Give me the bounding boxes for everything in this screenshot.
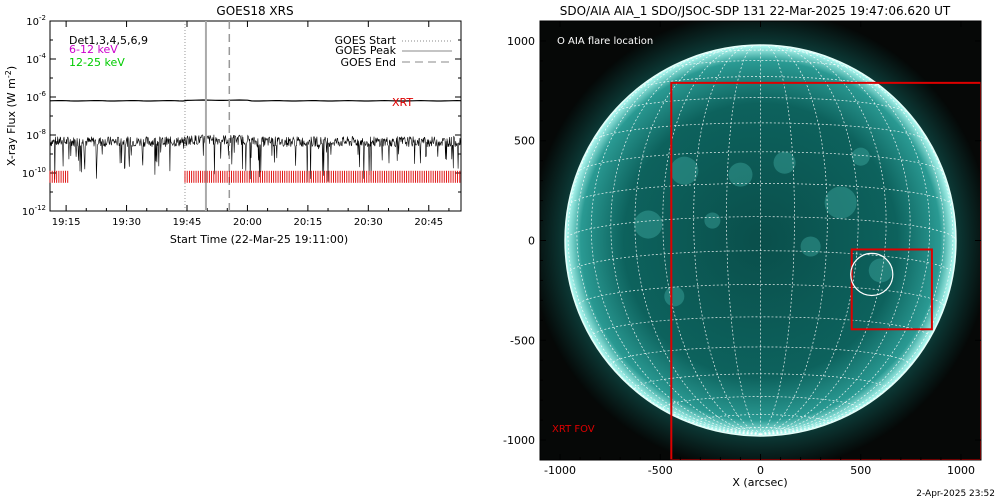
longitude-line <box>760 44 795 435</box>
aia-x-axis: -1000 -500 0 500 1000 <box>544 21 975 477</box>
aia-image-chart: SDO/AIA AIA_1 SDO/JSOC-SDP 131 22-Mar-20… <box>503 4 982 489</box>
bright-emission-patch <box>800 236 821 257</box>
aia-y-tick-label: -500 <box>510 334 535 347</box>
longitude-line <box>760 56 945 435</box>
longitude-line <box>576 56 761 435</box>
aia-x-tick-label: -1000 <box>544 464 576 477</box>
legend-det: Det1,3,4,5,6,9 <box>69 34 148 47</box>
bright-emission-patch <box>670 156 699 185</box>
goes-y-tick-label: 10-10 <box>22 166 46 180</box>
goes-y-tick-label: 10-8 <box>26 128 46 142</box>
legend-6-12-kev: 6-12 keV <box>69 43 118 56</box>
goes-y-tick-label: 10-6 <box>26 90 46 104</box>
legend-goes-start: GOES Start <box>335 34 397 47</box>
bright-emission-patch <box>868 258 893 283</box>
goes-x-tick-label: 20:15 <box>293 217 322 228</box>
latitude-line <box>662 396 859 409</box>
footer-date: 2-Apr-2025 23:52 <box>916 489 995 499</box>
legend-goes-end: GOES End <box>340 56 396 69</box>
aia-x-tick-label: 1000 <box>947 464 975 477</box>
aia-y-axis: 1000 500 0 -500 -1000 <box>503 35 981 447</box>
latitude-line <box>567 250 954 275</box>
goes-short-channel-line <box>49 134 461 183</box>
aia-x-tick-label: -500 <box>648 464 673 477</box>
longitude-line <box>726 44 761 435</box>
goes-x-tick-label: 19:30 <box>112 217 141 228</box>
goes-x-tick-label: 19:15 <box>52 217 81 228</box>
aia-x-tick-label: 0 <box>757 464 764 477</box>
goes-series-group <box>49 99 462 183</box>
aia-y-tick-label: 0 <box>528 235 535 248</box>
goes-xrt-coverage <box>49 170 461 183</box>
goes-x-tick-label: 20:00 <box>233 217 262 228</box>
goes-long-channel-line <box>49 99 462 102</box>
bright-emission-patch <box>851 147 870 166</box>
longitude-line <box>634 46 761 435</box>
active-region-emission <box>634 147 893 307</box>
legend-goes-peak: GOES Peak <box>335 44 396 57</box>
goes-y-tick-label: 10-12 <box>22 204 46 218</box>
goes-y-tick-label: 10-4 <box>26 52 46 66</box>
goes-x-axis: 19:15 19:30 19:45 20:00 20:15 20:30 20:45 <box>52 21 450 228</box>
aia-title: SDO/AIA AIA_1 SDO/JSOC-SDP 131 22-Mar-20… <box>560 4 951 18</box>
longitude-line <box>610 47 761 435</box>
aia-x-tick-label: 500 <box>850 464 871 477</box>
goes-x-tick-label: 20:45 <box>414 217 443 228</box>
aia-legend: O AIA flare location <box>557 36 653 47</box>
longitude-line <box>590 49 761 435</box>
xrt-label: XRT <box>392 96 413 109</box>
latitude-line <box>610 346 911 366</box>
bright-emission-patch <box>824 186 857 219</box>
aia-flare-location-marker <box>850 252 894 297</box>
bright-emission-patch <box>728 162 753 187</box>
longitude-line <box>567 80 761 435</box>
bright-emission-patch <box>634 210 663 239</box>
xrt-fov-label: XRT FOV <box>552 424 595 435</box>
flare-region-box <box>850 248 933 331</box>
aia-y-tick-label: 500 <box>514 135 535 148</box>
goes-title: GOES18 XRS <box>216 4 293 18</box>
goes-y-axis: 10-2 10-4 10-6 10-8 10-10 10-12 <box>22 14 461 218</box>
goes-y-label: X-ray Flux (W m-2) <box>4 66 18 166</box>
aia-image-area <box>540 21 981 460</box>
longitude-line <box>760 49 931 435</box>
bright-emission-patch <box>773 151 796 174</box>
latitude-line <box>591 122 930 142</box>
longitude-line <box>760 46 887 435</box>
goes-x-label: Start Time (22-Mar-25 19:11:00) <box>170 233 348 246</box>
goes-y-tick-label: 10-2 <box>26 14 46 28</box>
aia-x-label: X (arcsec) <box>732 476 787 489</box>
bright-emission-patch <box>664 286 685 307</box>
aia-y-tick-label: -1000 <box>503 434 535 447</box>
legend-12-25-kev: 12-25 keV <box>69 56 125 69</box>
goes-x-tick-label: 19:45 <box>173 217 202 228</box>
goes-xrs-chart: GOES18 XRS 10-2 10-4 10-6 10-8 10-10 10-12 19… <box>4 4 462 246</box>
longitude-line <box>760 80 954 435</box>
goes-x-tick-label: 20:30 <box>354 217 383 228</box>
bright-emission-patch <box>704 212 721 229</box>
aia-y-tick-label: 1000 <box>507 35 535 48</box>
latitude-line <box>693 414 828 423</box>
solar-limb <box>564 44 957 437</box>
